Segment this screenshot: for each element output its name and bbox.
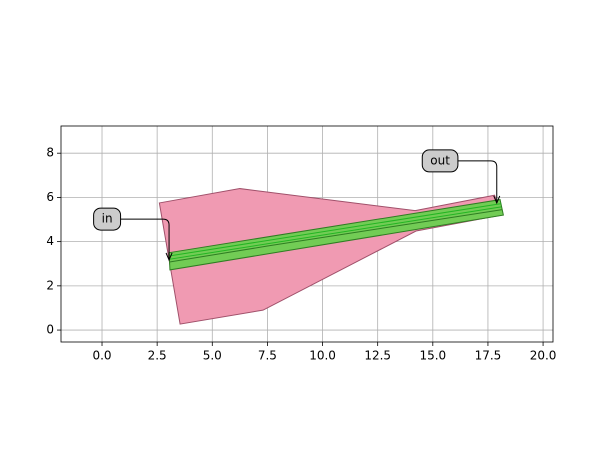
- polygon: [168, 199, 504, 271]
- arrow-head: [165, 252, 173, 262]
- y-tick-label: 6: [46, 190, 54, 204]
- x-tick-label: 5.0: [203, 349, 222, 363]
- y-tick-label: 8: [46, 146, 54, 160]
- x-tick-label: 0.0: [92, 349, 111, 363]
- annotation: in: [93, 207, 173, 262]
- y-tick-label: 0: [46, 323, 54, 337]
- line: [168, 206, 502, 260]
- y-tick-label: 4: [46, 234, 54, 248]
- plot-frame: [60, 125, 554, 343]
- x-tick-label: 2.5: [148, 349, 167, 363]
- annotation-label: out: [430, 153, 450, 167]
- x-tick-label: 12.5: [364, 349, 391, 363]
- x-tick-label: 15.0: [419, 349, 446, 363]
- annotation-arrow: [120, 218, 170, 260]
- x-tick-label: 17.5: [475, 349, 502, 363]
- annotation-label: in: [102, 212, 113, 226]
- y-tick-label: 2: [46, 278, 54, 292]
- x-tick-label: 10.0: [309, 349, 336, 363]
- arrow-head: [493, 195, 501, 205]
- x-tick-label: 20.0: [530, 349, 557, 363]
- line: [168, 203, 502, 257]
- annotation-arrow: [457, 160, 498, 203]
- annotation: out: [421, 149, 501, 205]
- line: [169, 209, 503, 263]
- x-tick-label: 7.5: [258, 349, 277, 363]
